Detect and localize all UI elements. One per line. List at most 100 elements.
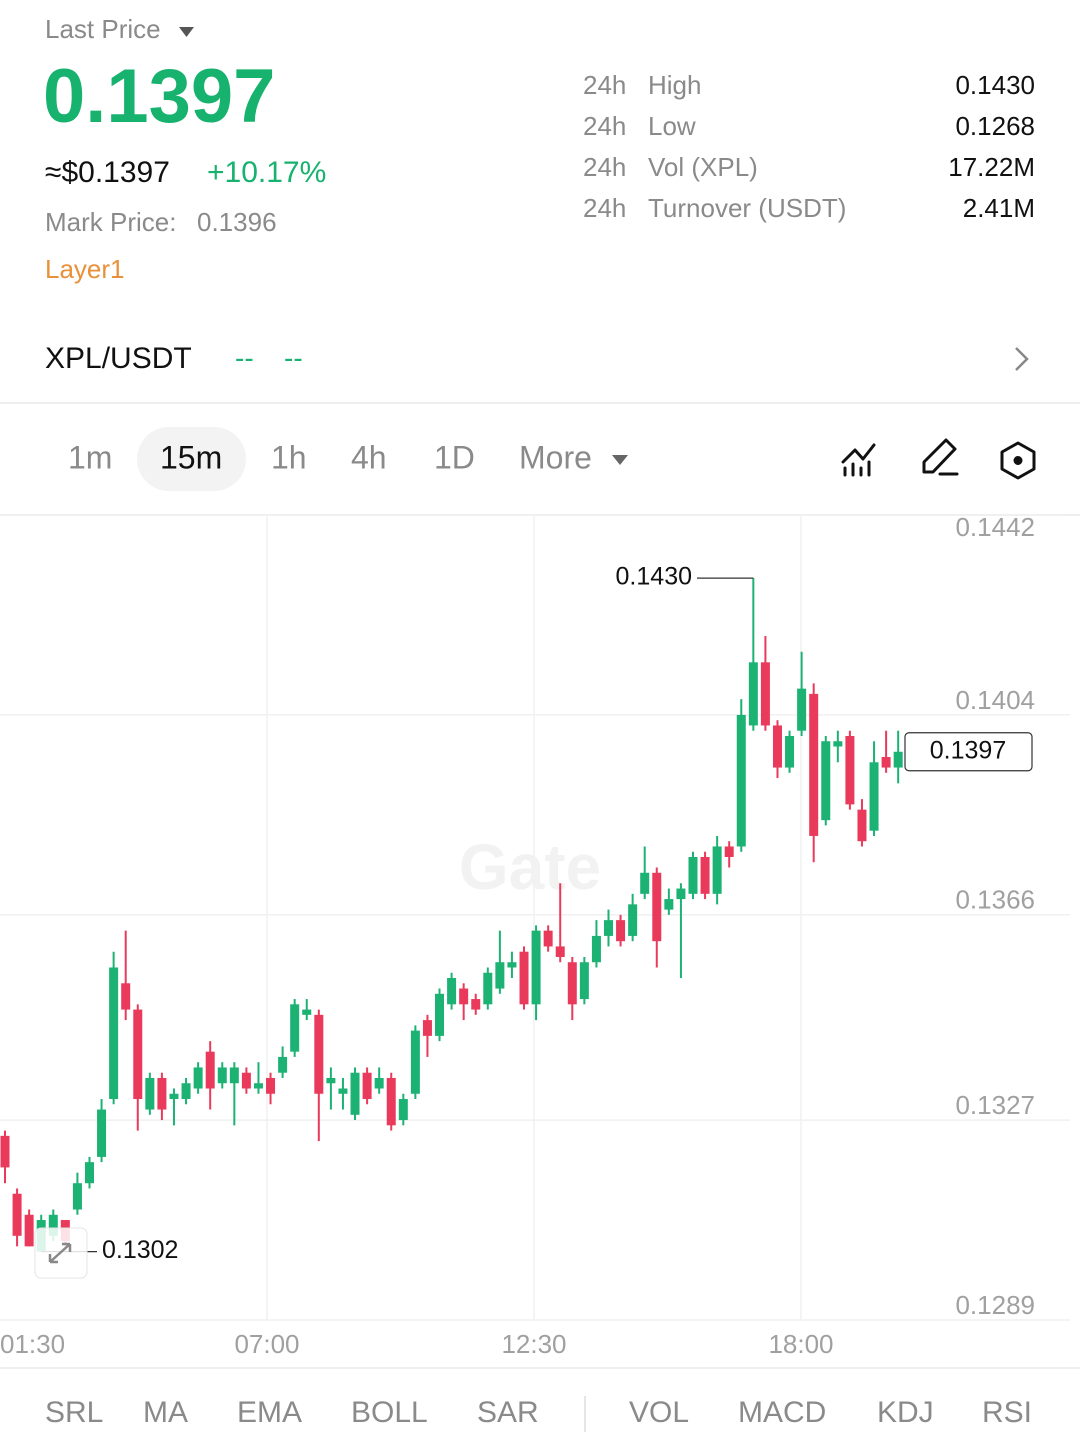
- indicator-tab[interactable]: MACD: [738, 1396, 826, 1429]
- dropdown-arrow[interactable]: [179, 27, 194, 37]
- candle-body: [169, 1093, 179, 1100]
- candle-body: [48, 1214, 58, 1236]
- candle-body: [736, 714, 746, 847]
- stat-period: 24h: [583, 152, 626, 182]
- candle-body: [567, 962, 577, 1005]
- stat-period: 24h: [583, 111, 626, 141]
- candle-body: [290, 1004, 300, 1052]
- candle-body: [555, 946, 565, 957]
- pair-placeholder: --: [235, 342, 254, 373]
- indicator-tab[interactable]: MA: [143, 1396, 188, 1429]
- candle-body: [760, 662, 770, 726]
- pair-placeholder: --: [284, 342, 303, 373]
- y-tick-label: 0.1442: [955, 512, 1035, 542]
- stat-value: 0.1268: [955, 111, 1035, 141]
- candle-body: [374, 1077, 384, 1089]
- indicator-tab[interactable]: RSI: [982, 1396, 1032, 1429]
- candle-body: [519, 951, 529, 1005]
- candle-body: [628, 904, 638, 936]
- stat-label: High: [648, 70, 701, 100]
- indicator-tab[interactable]: VOL: [629, 1396, 689, 1429]
- last-price-label[interactable]: Last Price: [45, 14, 161, 44]
- watermark: Gate: [459, 831, 601, 903]
- plot: 01:30 07:00 12:30 18:00 0.1442 0.1404 0.1366 0.…: [0, 512, 1070, 1359]
- candle-body: [483, 972, 493, 1005]
- interval-tab[interactable]: 15m: [160, 439, 222, 475]
- candle-body: [845, 735, 855, 805]
- candle-body: [809, 693, 819, 836]
- candle-body: [495, 962, 505, 989]
- candle-body: [881, 757, 891, 768]
- draw-icon[interactable]: [922, 438, 959, 476]
- indicator-tab[interactable]: SRL: [45, 1396, 103, 1429]
- stat-period: 24h: [583, 70, 626, 100]
- candle-body: [0, 1135, 10, 1168]
- candle-body: [12, 1193, 22, 1236]
- interval-tab[interactable]: 4h: [351, 439, 387, 475]
- candle-body: [205, 1051, 215, 1089]
- candle-body: [531, 930, 541, 1005]
- pair-symbol[interactable]: XPL/USDT: [45, 342, 192, 375]
- candle-body: [797, 688, 807, 731]
- candle-body: [362, 1072, 372, 1100]
- interval-tab[interactable]: 1m: [68, 439, 112, 475]
- candle-body: [266, 1077, 276, 1094]
- candle-body: [688, 856, 698, 894]
- indicator-tab[interactable]: KDJ: [877, 1396, 934, 1429]
- stat-label: Vol (XPL): [648, 152, 758, 182]
- candle-body: [447, 978, 457, 1005]
- settings-icon[interactable]: [1000, 441, 1036, 480]
- stat-value: 2.41M: [963, 193, 1035, 223]
- candle-body: [543, 930, 553, 947]
- stat-label: Turnover (USDT): [648, 193, 846, 223]
- chevron[interactable]: [1015, 347, 1029, 371]
- stat-value: 17.22M: [948, 152, 1035, 182]
- candle-body: [302, 1009, 312, 1015]
- candle-body: [145, 1077, 155, 1110]
- candle-body: [616, 920, 626, 942]
- stat-label: Low: [648, 111, 696, 141]
- candle-body: [471, 999, 481, 1010]
- last-price-box: [904, 732, 1033, 772]
- candle-body: [893, 751, 903, 768]
- candle-body: [785, 735, 795, 768]
- candle-body: [724, 846, 734, 857]
- candle-body: [869, 762, 879, 831]
- last-price-label: 0.1397: [930, 736, 1006, 764]
- x-tick-label: 01:30: [0, 1329, 65, 1359]
- candle-body: [278, 1056, 288, 1073]
- candle-body: [350, 1072, 360, 1115]
- tag[interactable]: Layer1: [45, 254, 125, 284]
- candle-body: [24, 1214, 34, 1247]
- candle-body: [857, 809, 867, 842]
- candle-body: [435, 993, 445, 1036]
- candle-body: [398, 1099, 408, 1121]
- candle-body: [640, 872, 650, 894]
- low-label: 0.1302: [102, 1236, 178, 1264]
- interval-tab[interactable]: More: [519, 439, 592, 475]
- candle-body: [507, 962, 517, 968]
- price-change: +10.17%: [207, 156, 326, 189]
- usd-price: ≈$0.1397: [45, 156, 170, 189]
- candle-body: [157, 1077, 167, 1110]
- indicator-tab[interactable]: BOLL: [351, 1396, 428, 1429]
- candle-body: [748, 662, 758, 726]
- interval-tab[interactable]: 1D: [434, 439, 475, 475]
- interval-tab[interactable]: 1h: [271, 439, 307, 475]
- y-tick-label: 0.1366: [955, 885, 1035, 915]
- last-price: 0.1397: [43, 54, 275, 139]
- x-tick-label: 12:30: [501, 1329, 566, 1359]
- candle-body: [676, 888, 686, 900]
- indicator-tab[interactable]: EMA: [237, 1396, 302, 1429]
- y-tick-label: 0.1327: [955, 1090, 1035, 1120]
- candle-body: [772, 725, 782, 768]
- settings-icon-dot[interactable]: [1013, 456, 1023, 465]
- indicator-tab[interactable]: SAR: [477, 1396, 539, 1429]
- more-arrow[interactable]: [612, 455, 628, 465]
- candle-body: [459, 988, 469, 1005]
- expand-icon[interactable]: [48, 1242, 72, 1264]
- candle-body: [253, 1083, 263, 1089]
- indicator-icon[interactable]: [841, 443, 876, 477]
- candle-body: [410, 1030, 420, 1094]
